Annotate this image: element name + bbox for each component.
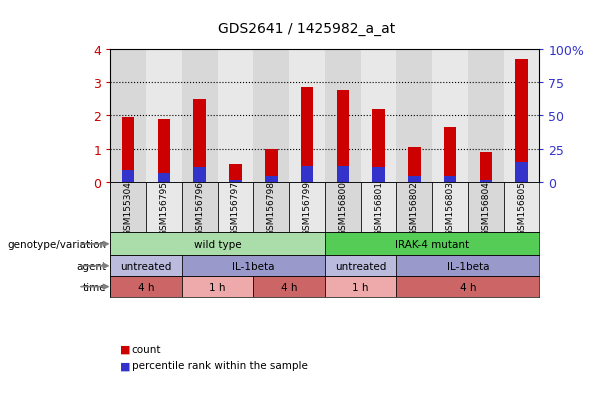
Bar xyxy=(516,163,528,183)
Text: 4 h: 4 h xyxy=(138,282,154,292)
Bar xyxy=(325,256,397,277)
Text: 1 h: 1 h xyxy=(210,282,226,292)
Text: untreated: untreated xyxy=(335,261,386,271)
Bar xyxy=(146,183,182,233)
Bar xyxy=(110,50,146,183)
Bar xyxy=(325,50,360,183)
Bar xyxy=(265,150,278,183)
Bar xyxy=(372,109,385,183)
Text: GSM156800: GSM156800 xyxy=(338,180,348,235)
Bar xyxy=(110,233,325,256)
Bar xyxy=(337,166,349,183)
Bar xyxy=(325,233,539,256)
Bar xyxy=(265,177,278,183)
Bar xyxy=(504,50,539,183)
Bar xyxy=(408,148,421,183)
Bar xyxy=(253,183,289,233)
Bar xyxy=(479,180,492,183)
Bar xyxy=(325,277,397,297)
Text: GSM156797: GSM156797 xyxy=(231,180,240,235)
Bar xyxy=(218,50,253,183)
Text: 4 h: 4 h xyxy=(460,282,476,292)
Bar xyxy=(218,183,253,233)
Bar xyxy=(444,177,456,183)
Bar xyxy=(182,183,218,233)
Bar xyxy=(301,166,313,183)
Text: genotype/variation: genotype/variation xyxy=(7,239,106,249)
Bar xyxy=(182,50,218,183)
Bar xyxy=(158,174,170,183)
Bar xyxy=(432,183,468,233)
Bar xyxy=(360,50,397,183)
Text: GSM156799: GSM156799 xyxy=(302,180,311,235)
Bar xyxy=(110,277,182,297)
Text: GSM156801: GSM156801 xyxy=(374,180,383,235)
Bar xyxy=(408,177,421,183)
Bar xyxy=(360,183,397,233)
Bar xyxy=(253,50,289,183)
Text: percentile rank within the sample: percentile rank within the sample xyxy=(132,361,308,370)
Text: wild type: wild type xyxy=(194,239,242,249)
Bar xyxy=(122,170,134,183)
Text: IRAK-4 mutant: IRAK-4 mutant xyxy=(395,239,469,249)
Bar xyxy=(110,256,182,277)
Text: 4 h: 4 h xyxy=(281,282,297,292)
Text: GSM156804: GSM156804 xyxy=(481,180,490,235)
Text: untreated: untreated xyxy=(120,261,172,271)
Text: GSM155304: GSM155304 xyxy=(124,180,133,235)
Bar xyxy=(182,277,253,297)
Bar xyxy=(504,183,539,233)
Bar xyxy=(289,50,325,183)
Bar xyxy=(253,277,325,297)
Text: time: time xyxy=(82,282,106,292)
Text: ■: ■ xyxy=(120,344,130,354)
Bar xyxy=(397,277,539,297)
Bar xyxy=(397,256,539,277)
Bar xyxy=(397,183,432,233)
Bar xyxy=(325,183,360,233)
Bar xyxy=(146,50,182,183)
Text: GDS2641 / 1425982_a_at: GDS2641 / 1425982_a_at xyxy=(218,22,395,36)
Text: GSM156796: GSM156796 xyxy=(195,180,204,235)
Bar xyxy=(122,118,134,183)
Bar xyxy=(432,50,468,183)
Bar xyxy=(289,183,325,233)
Bar xyxy=(229,164,242,183)
Text: 1 h: 1 h xyxy=(352,282,369,292)
Text: GSM156795: GSM156795 xyxy=(159,180,169,235)
Text: GSM156803: GSM156803 xyxy=(446,180,455,235)
Bar xyxy=(444,128,456,183)
Text: ■: ■ xyxy=(120,361,130,370)
Bar xyxy=(468,183,504,233)
Text: GSM156805: GSM156805 xyxy=(517,180,526,235)
Bar xyxy=(468,50,504,183)
Text: GSM156798: GSM156798 xyxy=(267,180,276,235)
Bar xyxy=(182,256,325,277)
Bar xyxy=(229,180,242,183)
Text: GSM156802: GSM156802 xyxy=(409,180,419,235)
Bar xyxy=(372,167,385,183)
Text: IL-1beta: IL-1beta xyxy=(232,261,275,271)
Text: agent: agent xyxy=(76,261,106,271)
Bar xyxy=(194,100,206,183)
Bar xyxy=(194,168,206,183)
Bar xyxy=(110,183,146,233)
Bar xyxy=(479,152,492,183)
Bar xyxy=(158,119,170,183)
Bar xyxy=(516,59,528,183)
Text: IL-1beta: IL-1beta xyxy=(447,261,489,271)
Bar xyxy=(337,91,349,183)
Bar xyxy=(301,88,313,183)
Bar xyxy=(397,50,432,183)
Text: count: count xyxy=(132,344,161,354)
